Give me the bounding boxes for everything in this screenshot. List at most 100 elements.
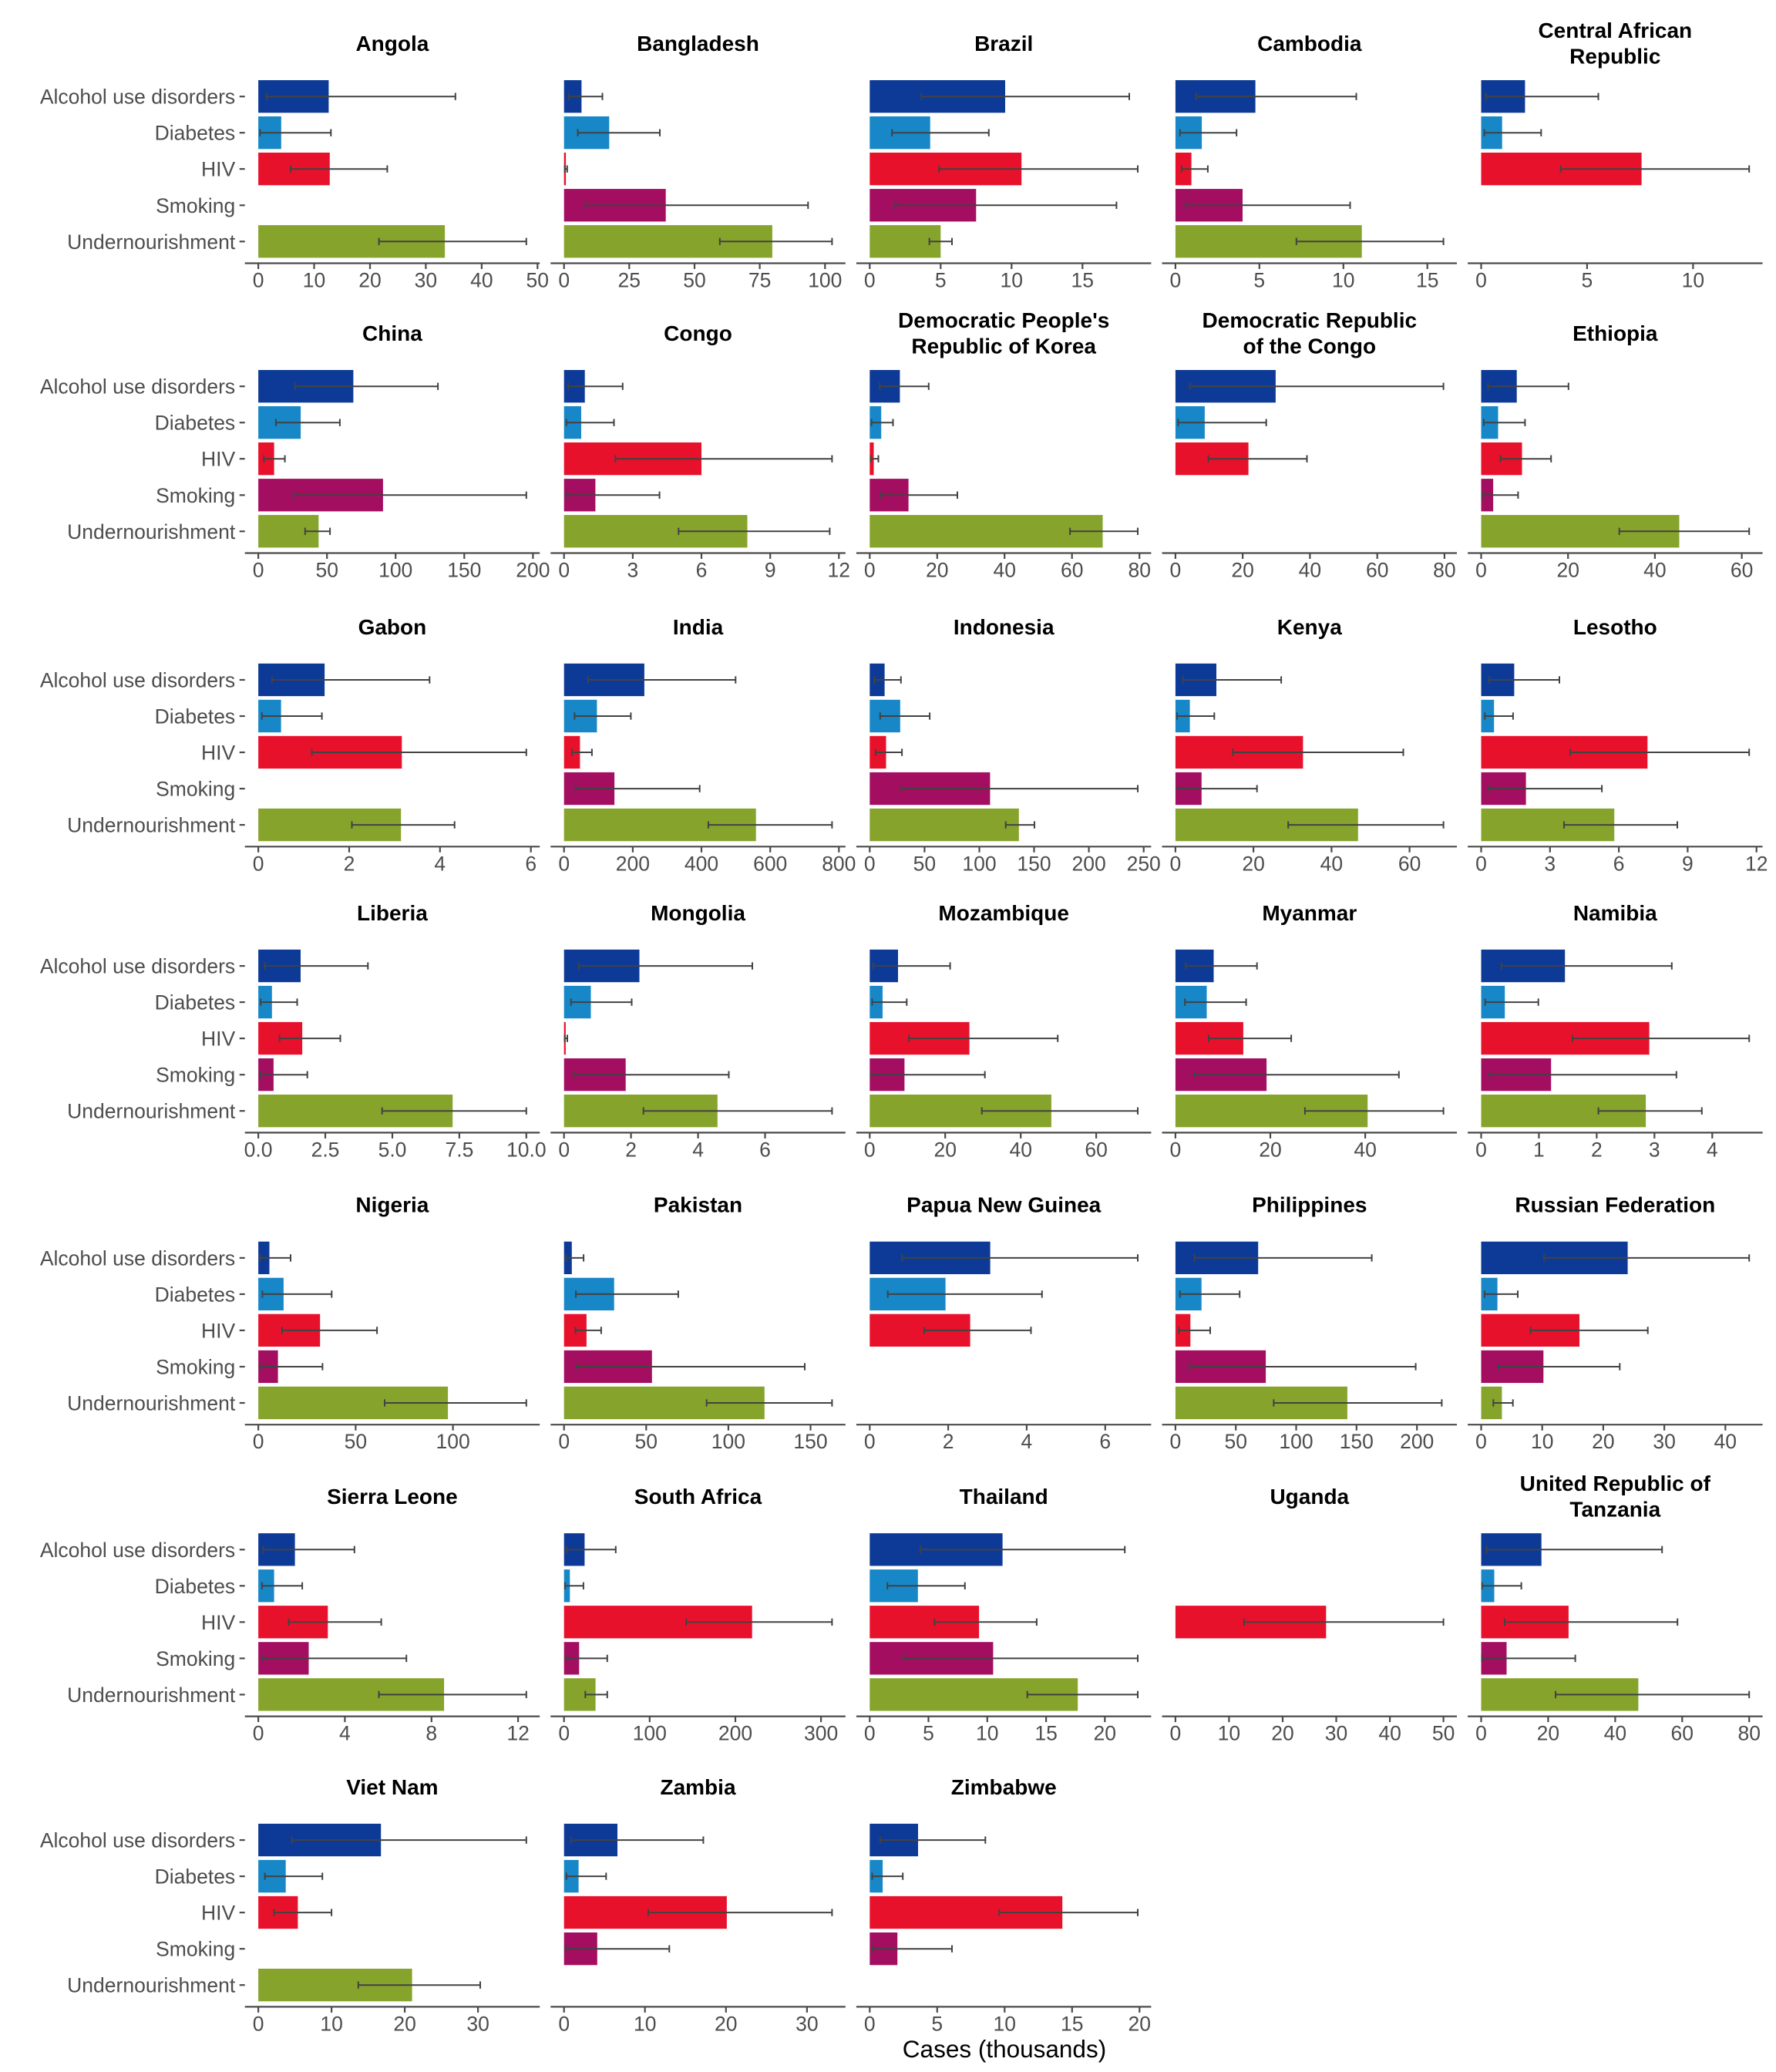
svg-text:20: 20 [1537,1722,1559,1745]
svg-text:10: 10 [1001,269,1023,292]
svg-text:9: 9 [765,559,776,582]
svg-text:Zambia: Zambia [660,1775,735,1799]
svg-text:5: 5 [1582,269,1593,292]
svg-text:South Africa: South Africa [634,1485,762,1509]
svg-text:80: 80 [1128,559,1150,582]
svg-text:250: 250 [1127,852,1161,875]
svg-text:50: 50 [635,1430,658,1453]
svg-text:Democratic Republic: Democratic Republic [1202,308,1418,332]
svg-text:0: 0 [253,852,264,875]
svg-text:Angola: Angola [355,32,429,56]
svg-text:30: 30 [466,2012,489,2035]
svg-text:400: 400 [684,852,718,875]
svg-text:8: 8 [426,1722,437,1745]
svg-text:Kenya: Kenya [1277,615,1342,639]
svg-text:1: 1 [1533,1138,1545,1161]
svg-text:15: 15 [1416,269,1438,292]
svg-text:10.0: 10.0 [506,1138,547,1161]
svg-text:800: 800 [822,852,856,875]
svg-text:20: 20 [1128,2012,1151,2035]
svg-text:Lesotho: Lesotho [1573,615,1657,639]
svg-text:Undernourishment: Undernourishment [67,1392,236,1415]
svg-text:Undernourishment: Undernourishment [67,1100,236,1123]
svg-text:15: 15 [1034,1722,1057,1745]
svg-text:Alcohol use disorders: Alcohol use disorders [40,669,235,692]
svg-text:0: 0 [1170,269,1182,292]
svg-text:Alcohol use disorders: Alcohol use disorders [40,1829,235,1852]
svg-text:0: 0 [1475,559,1487,582]
svg-text:0: 0 [253,1430,264,1453]
svg-text:Smoking: Smoking [156,194,235,217]
svg-text:4: 4 [339,1722,351,1745]
svg-text:Alcohol use disorders: Alcohol use disorders [40,955,235,978]
svg-text:0: 0 [1170,852,1182,875]
svg-text:15: 15 [1071,269,1094,292]
svg-text:Smoking: Smoking [156,1938,235,1961]
svg-text:20: 20 [393,2012,415,2035]
svg-text:Democratic People's: Democratic People's [898,308,1109,332]
svg-text:20: 20 [1259,1138,1281,1161]
svg-text:Philippines: Philippines [1252,1193,1367,1217]
svg-text:0: 0 [1170,559,1182,582]
svg-text:10: 10 [634,2012,656,2035]
svg-text:6: 6 [696,559,708,582]
svg-text:10: 10 [303,269,325,292]
svg-text:0: 0 [864,1138,876,1161]
svg-text:2.5: 2.5 [311,1138,340,1161]
svg-text:20: 20 [1592,1430,1614,1453]
svg-text:60: 60 [1731,559,1753,582]
svg-text:50: 50 [913,852,936,875]
svg-text:Ethiopia: Ethiopia [1572,321,1658,345]
svg-text:0: 0 [864,559,876,582]
svg-text:Republic: Republic [1569,45,1660,69]
svg-text:Republic of Korea: Republic of Korea [911,335,1096,358]
svg-text:300: 300 [804,1722,838,1745]
svg-text:0: 0 [1475,852,1487,875]
svg-text:30: 30 [1325,1722,1347,1745]
svg-text:Russian Federation: Russian Federation [1515,1193,1715,1217]
svg-text:20: 20 [1271,1722,1293,1745]
svg-text:Diabetes: Diabetes [155,412,236,435]
svg-text:50: 50 [683,269,705,292]
svg-text:10: 10 [994,2012,1016,2035]
svg-text:0: 0 [253,1722,264,1745]
svg-text:7.5: 7.5 [445,1138,473,1161]
svg-text:100: 100 [1279,1430,1313,1453]
svg-text:20: 20 [933,1138,956,1161]
svg-text:Diabetes: Diabetes [155,1283,236,1306]
svg-text:Congo: Congo [664,321,732,345]
svg-text:6: 6 [1099,1430,1111,1453]
svg-text:100: 100 [378,559,412,582]
svg-text:Undernourishment: Undernourishment [67,520,236,543]
svg-text:2: 2 [625,1138,637,1161]
svg-text:25: 25 [618,269,641,292]
svg-text:60: 60 [1061,559,1083,582]
svg-text:40: 40 [1320,852,1343,875]
svg-text:5: 5 [935,269,947,292]
svg-text:0: 0 [558,1138,570,1161]
svg-text:4: 4 [1021,1430,1033,1453]
svg-text:10: 10 [1531,1430,1553,1453]
svg-text:9: 9 [1682,852,1694,875]
svg-text:Myanmar: Myanmar [1262,901,1357,925]
svg-text:0: 0 [1170,1722,1182,1745]
svg-text:10: 10 [1218,1722,1240,1745]
svg-text:Viet Nam: Viet Nam [346,1775,438,1799]
svg-text:0: 0 [558,852,570,875]
svg-text:40: 40 [1378,1722,1401,1745]
svg-text:75: 75 [748,269,771,292]
svg-text:30: 30 [796,2012,818,2035]
svg-text:6: 6 [759,1138,771,1161]
svg-text:HIV: HIV [201,1028,236,1051]
svg-text:40: 40 [470,269,493,292]
svg-text:40: 40 [1643,559,1666,582]
svg-text:Mozambique: Mozambique [938,901,1069,925]
svg-text:Cases (thousands): Cases (thousands) [903,2035,1106,2063]
svg-text:200: 200 [616,852,650,875]
svg-text:20: 20 [358,269,381,292]
svg-text:200: 200 [718,1722,752,1745]
svg-text:60: 60 [1671,1722,1694,1745]
svg-text:100: 100 [633,1722,667,1745]
svg-text:Sierra Leone: Sierra Leone [327,1485,458,1509]
svg-text:Smoking: Smoking [156,778,235,801]
